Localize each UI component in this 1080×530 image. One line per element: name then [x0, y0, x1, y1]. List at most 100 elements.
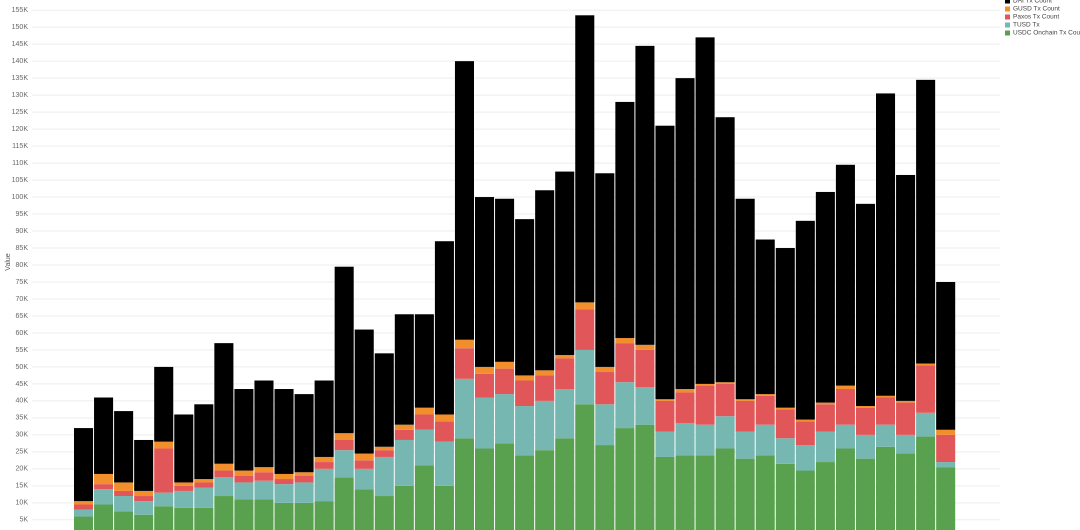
bar-segment — [294, 394, 314, 473]
bar-segment — [454, 438, 474, 530]
bar-segment — [214, 477, 234, 497]
bar-segment — [575, 15, 595, 303]
y-axis-title: Value — [5, 253, 12, 270]
bar-segment — [655, 400, 675, 432]
bar-segment — [394, 439, 414, 486]
bar-segment — [515, 455, 535, 530]
bar-segment — [334, 450, 354, 478]
bar-segment — [114, 490, 134, 497]
bar-segment — [715, 382, 735, 384]
bar-segment — [835, 164, 855, 386]
y-tick-label: 15K — [16, 483, 29, 490]
bar-segment — [254, 380, 274, 468]
bar-segment — [234, 499, 254, 530]
bar-segment — [434, 414, 454, 422]
bar-segment — [74, 504, 94, 510]
bar-segment — [795, 470, 815, 530]
bar-segment — [735, 399, 755, 401]
bar-segment — [294, 472, 314, 476]
y-tick-label: 145K — [12, 41, 29, 48]
bar-segment — [414, 314, 434, 408]
bar-segment — [134, 490, 154, 497]
y-tick-label: 85K — [16, 245, 29, 252]
bar-segment — [876, 93, 896, 396]
bar-segment — [394, 429, 414, 440]
bar-segment — [475, 373, 495, 398]
bar-segment — [896, 434, 916, 454]
bar-segment — [675, 422, 695, 456]
legend-label: TUSD Tx — [1013, 22, 1040, 29]
bar-segment — [775, 438, 795, 464]
bar-segment — [294, 475, 314, 483]
bar-segment — [936, 429, 956, 435]
bar-segment — [535, 450, 555, 530]
bar-segment — [174, 507, 194, 530]
y-tick-label: 60K — [16, 330, 29, 337]
bar-segment — [695, 385, 715, 425]
bar-segment — [655, 456, 675, 530]
bar-segment — [815, 191, 835, 403]
legend-swatch — [1005, 22, 1010, 28]
bar-segment — [154, 506, 174, 530]
bar-segment — [434, 441, 454, 486]
bar-segment — [114, 411, 134, 483]
bar-segment — [475, 366, 495, 374]
bar-segment — [675, 392, 695, 423]
y-tick-label: 75K — [16, 279, 29, 286]
bar-segment — [374, 456, 394, 497]
bar-segment — [936, 462, 956, 468]
bar-segment — [936, 281, 956, 430]
bar-segment — [555, 438, 575, 530]
bar-segment — [815, 402, 835, 405]
bar-segment — [314, 380, 334, 457]
bar-segment — [896, 174, 916, 401]
bar-segment — [815, 431, 835, 463]
legend-label: DAI Tx Count — [1013, 0, 1052, 5]
bar-segment — [294, 482, 314, 503]
bar-segment — [74, 516, 94, 530]
y-tick-label: 30K — [16, 432, 29, 439]
bar-segment — [454, 339, 474, 349]
bar-segment — [354, 329, 374, 454]
bar-segment — [795, 419, 815, 422]
y-tick-label: 5K — [19, 517, 28, 524]
bar-segment — [675, 78, 695, 390]
bar-segment — [74, 428, 94, 502]
bar-segment — [695, 424, 715, 456]
bar-segment — [715, 416, 735, 449]
bar-segment — [495, 394, 515, 444]
y-tick-label: 100K — [12, 194, 29, 201]
legend-label: USDC Onchain Tx Count — [1013, 30, 1080, 37]
bar-segment — [434, 421, 454, 442]
bar-segment — [595, 404, 615, 446]
bar-segment — [74, 501, 94, 505]
bar-segment — [615, 338, 635, 344]
bar-segment — [795, 421, 815, 446]
bar-segment — [394, 485, 414, 530]
bar-segment — [515, 375, 535, 381]
bar-segment — [94, 504, 114, 530]
bar-segment — [775, 409, 795, 439]
bar-segment — [755, 395, 775, 425]
bar-segment — [635, 344, 655, 350]
bar-segment — [254, 467, 274, 473]
y-tick-label: 95K — [16, 211, 29, 218]
bar-segment — [475, 448, 495, 530]
legend-label: Paxos Tx Count — [1013, 14, 1059, 21]
y-tick-label: 35K — [16, 415, 29, 422]
bar-segment — [835, 424, 855, 449]
bar-segment — [274, 473, 294, 480]
bar-segment — [775, 463, 795, 530]
bar-segment — [595, 173, 615, 367]
bar-segment — [214, 470, 234, 478]
y-tick-label: 140K — [12, 58, 29, 65]
bar-segment — [414, 414, 434, 430]
bar-segment — [916, 412, 936, 437]
bar-segment — [134, 514, 154, 530]
y-tick-label: 40K — [16, 398, 29, 405]
bar-segment — [214, 463, 234, 471]
bar-segment — [394, 314, 414, 425]
bar-segment — [575, 404, 595, 530]
bar-segment — [414, 429, 434, 466]
bar-segment — [635, 45, 655, 345]
